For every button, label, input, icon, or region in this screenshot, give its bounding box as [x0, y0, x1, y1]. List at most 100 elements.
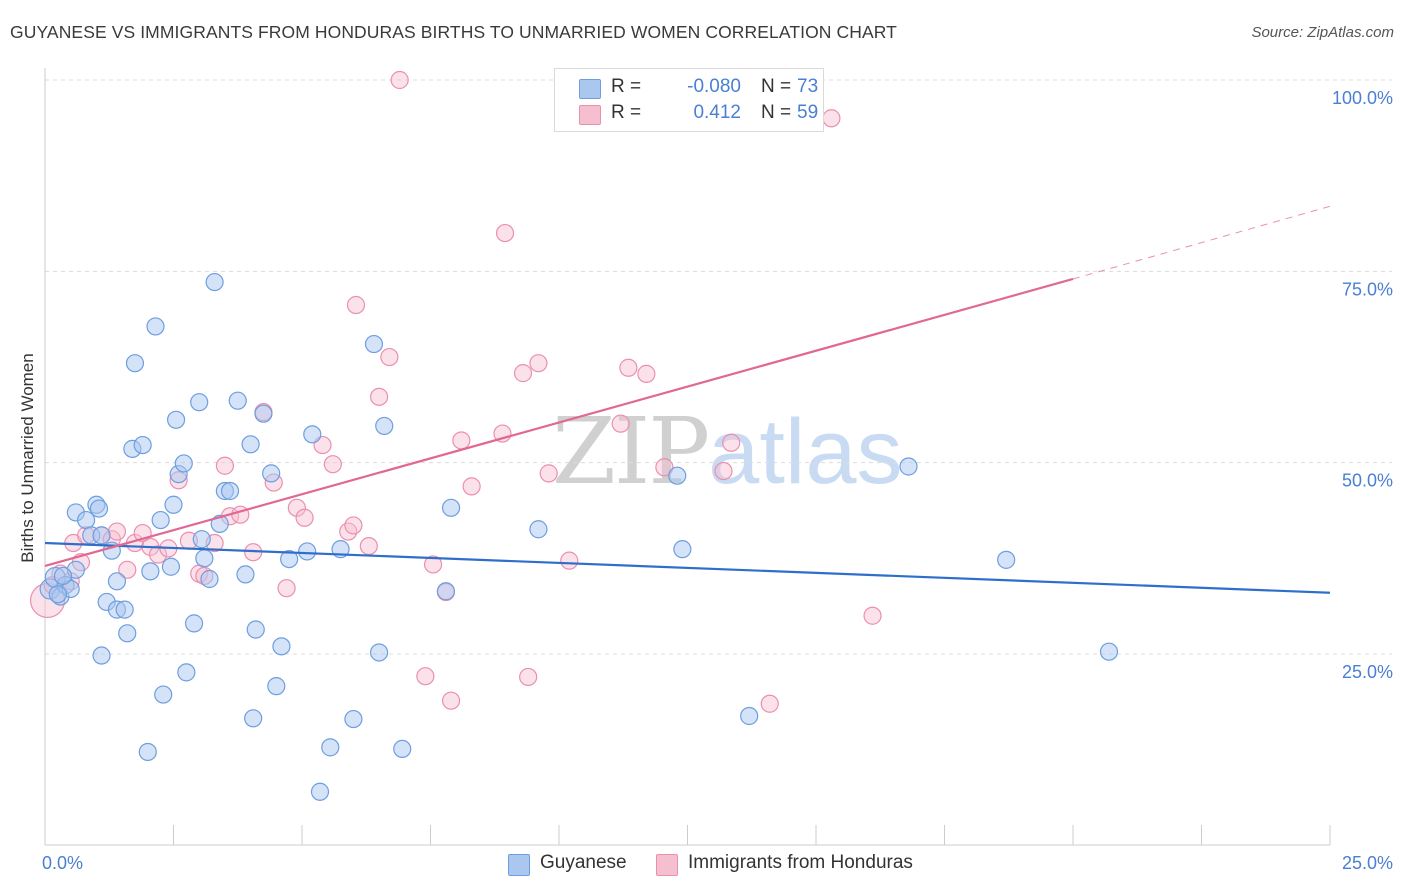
guyanese-point — [241, 435, 260, 454]
guyanese-point — [177, 663, 196, 682]
guyanese-point — [151, 510, 170, 530]
legend-n-value: 59 — [797, 102, 819, 123]
guyanese-point — [107, 572, 127, 591]
guyanese-point — [236, 565, 255, 584]
honduras-point — [760, 694, 779, 713]
guyanese-point — [125, 354, 145, 373]
guyanese-point — [133, 435, 152, 455]
guyanese-point — [393, 739, 412, 759]
honduras-point — [822, 109, 841, 128]
honduras-point — [714, 461, 733, 481]
legend-n-label: N = — [761, 102, 792, 123]
trend-lines — [44, 205, 1331, 594]
guyanese-point — [246, 620, 265, 639]
honduras-points — [29, 70, 882, 713]
honduras-trend-extension — [1072, 205, 1331, 280]
guyanese-point — [48, 585, 67, 604]
guyanese-point — [115, 600, 134, 619]
guyanese-point — [174, 454, 193, 473]
guyanese-point — [138, 742, 157, 762]
honduras-point — [637, 364, 656, 383]
honduras-point — [148, 545, 168, 564]
honduras-point — [359, 536, 378, 556]
guyanese-point — [220, 481, 240, 501]
guyanese-point — [280, 549, 299, 569]
guyanese-point — [303, 425, 322, 444]
y-tick-label: 25.0% — [1342, 662, 1393, 682]
legend-swatch-blue — [579, 79, 601, 99]
guyanese-point — [370, 643, 389, 662]
axes — [44, 68, 1331, 846]
chart-title: GUYANESE VS IMMIGRANTS FROM HONDURAS BIR… — [10, 22, 897, 42]
guyanese-point — [228, 391, 247, 410]
honduras-point — [863, 606, 882, 625]
watermark: ZIPatlas — [552, 398, 903, 505]
guyanese-point — [298, 542, 317, 561]
guyanese-point — [441, 498, 461, 517]
guyanese-point — [321, 738, 340, 757]
guyanese-point — [92, 526, 111, 545]
series-swatch-blue — [508, 854, 530, 876]
guyanese-point — [205, 272, 224, 292]
honduras-point — [560, 551, 579, 570]
honduras-point — [519, 667, 538, 687]
guyanese-point — [141, 562, 160, 581]
legend-n-label: N = — [761, 76, 792, 97]
watermark-zip: ZIP — [552, 398, 710, 505]
honduras-point — [344, 516, 363, 535]
source-label: Source: ZipAtlas.com — [1251, 24, 1394, 41]
guyanese-point — [267, 677, 286, 696]
legend-swatch-pink — [579, 105, 601, 125]
honduras-point — [107, 522, 127, 541]
guyanese-point — [164, 495, 183, 514]
honduras-point — [441, 691, 461, 710]
x-tick-label: 25.0% — [1342, 853, 1393, 873]
honduras-point — [323, 455, 342, 474]
guyanese-point — [53, 566, 73, 586]
honduras-point — [539, 464, 558, 483]
guyanese-point — [673, 540, 692, 559]
guyanese-point — [190, 393, 209, 412]
axis-labels: 25.0% 50.0% 75.0% 100.0% 0.0% 25.0% Births to … — [18, 88, 1393, 873]
guyanese-point — [254, 404, 273, 423]
guyanese-point — [210, 514, 229, 533]
honduras-point — [380, 347, 399, 367]
honduras-trend-line — [44, 277, 1074, 568]
honduras-point — [655, 458, 674, 477]
x-tick-label: 0.0% — [42, 853, 83, 873]
guyanese-point — [375, 416, 394, 436]
guyanese-point — [154, 685, 173, 704]
series-legend-label: Guyanese — [540, 852, 627, 873]
honduras-point — [390, 70, 409, 90]
guyanese-point — [161, 557, 181, 576]
honduras-point — [722, 433, 741, 452]
legend-r-value: 0.412 — [693, 102, 741, 123]
honduras-point — [452, 431, 471, 450]
guyanese-point — [192, 530, 211, 549]
guyanese-point — [668, 466, 687, 485]
honduras-point — [118, 560, 137, 579]
guyanese-point — [899, 457, 918, 476]
honduras-point — [513, 364, 533, 383]
honduras-point — [370, 387, 389, 406]
series-legend-label: Immigrants from Honduras — [688, 852, 913, 873]
watermark-atlas: atlas — [708, 401, 903, 503]
guyanese-point — [529, 520, 548, 539]
guyanese-point — [344, 709, 363, 729]
guyanese-point — [364, 334, 384, 354]
correlation-legend: R = -0.080 N = 73 R = 0.412 N = 59 — [554, 68, 824, 132]
honduras-point — [423, 555, 443, 574]
guyanese-point — [184, 614, 204, 633]
guyanese-points — [39, 272, 1119, 801]
guyanese-point — [166, 410, 186, 429]
honduras-point — [346, 295, 366, 315]
honduras-point — [619, 358, 638, 377]
y-tick-label: 75.0% — [1342, 279, 1393, 299]
guyanese-point — [244, 709, 263, 728]
guyanese-point — [310, 782, 330, 801]
guyanese-point — [146, 317, 165, 336]
legend-n-value: 73 — [797, 76, 819, 97]
guyanese-trend-line — [44, 541, 1331, 594]
guyanese-point — [89, 499, 109, 518]
